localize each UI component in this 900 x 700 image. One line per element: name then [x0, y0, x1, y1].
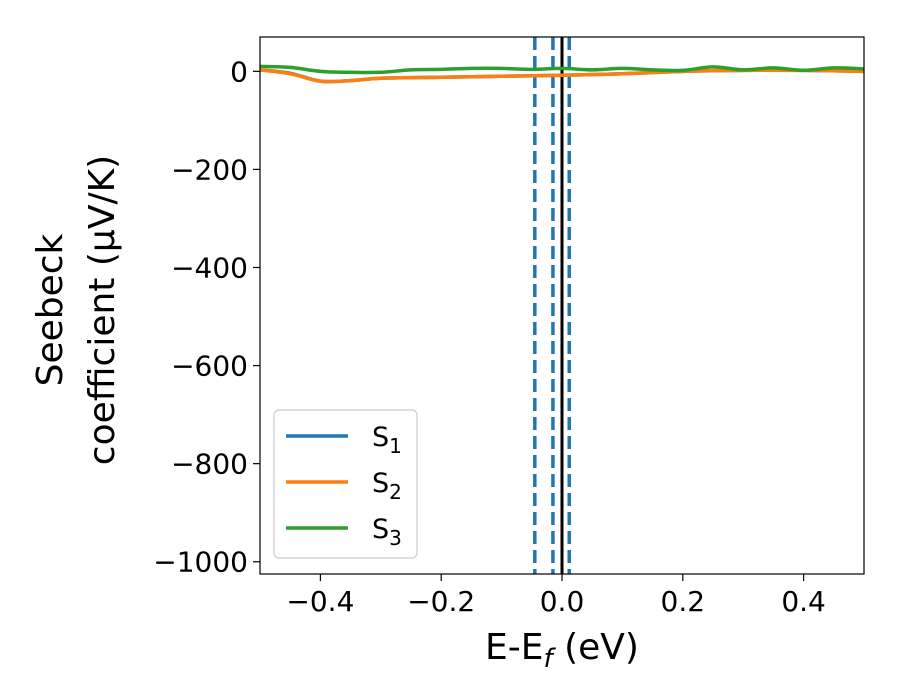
y-tick-label: −1000: [153, 546, 248, 579]
y-tick-label: 0: [230, 55, 248, 88]
x-tick-label: 0.2: [661, 585, 706, 618]
x-axis-label-main: E-E: [485, 627, 543, 668]
legend-box: [273, 409, 418, 559]
y-tick-label: −800: [171, 448, 248, 481]
legend: S1 S2 S3: [273, 409, 418, 559]
x-tick-label: −0.2: [407, 585, 475, 618]
y-axis-label-line2: coefficient (μV/K): [82, 155, 123, 465]
plot-content: [260, 37, 864, 574]
y-tick-label: −400: [171, 251, 248, 284]
y-tick-label: −600: [171, 350, 248, 383]
legend-label-S2: S2: [372, 468, 402, 504]
y-tick-label: −200: [171, 153, 248, 186]
legend-label-S3: S3: [372, 514, 402, 550]
x-axis-label-unit: (eV): [553, 627, 639, 668]
x-tick-label: 0.4: [781, 585, 826, 618]
y-axis-label-line1: Seebeck: [30, 233, 71, 386]
axes: −0.4 −0.2 0.0 0.2 0.4 0 −200 −400 −600 −800 −1000: [153, 36, 865, 618]
axis-labels: E-Ef (eV) Seebeck coefficient (μV/K): [30, 155, 639, 674]
plot-area: [260, 37, 864, 574]
x-tick-label: −0.4: [286, 585, 354, 618]
series-line-S3: [260, 64, 864, 75]
legend-label-S1: S1: [372, 422, 402, 458]
x-axis-label: E-Ef (eV): [485, 627, 639, 674]
x-tick-label: 0.0: [540, 585, 585, 618]
